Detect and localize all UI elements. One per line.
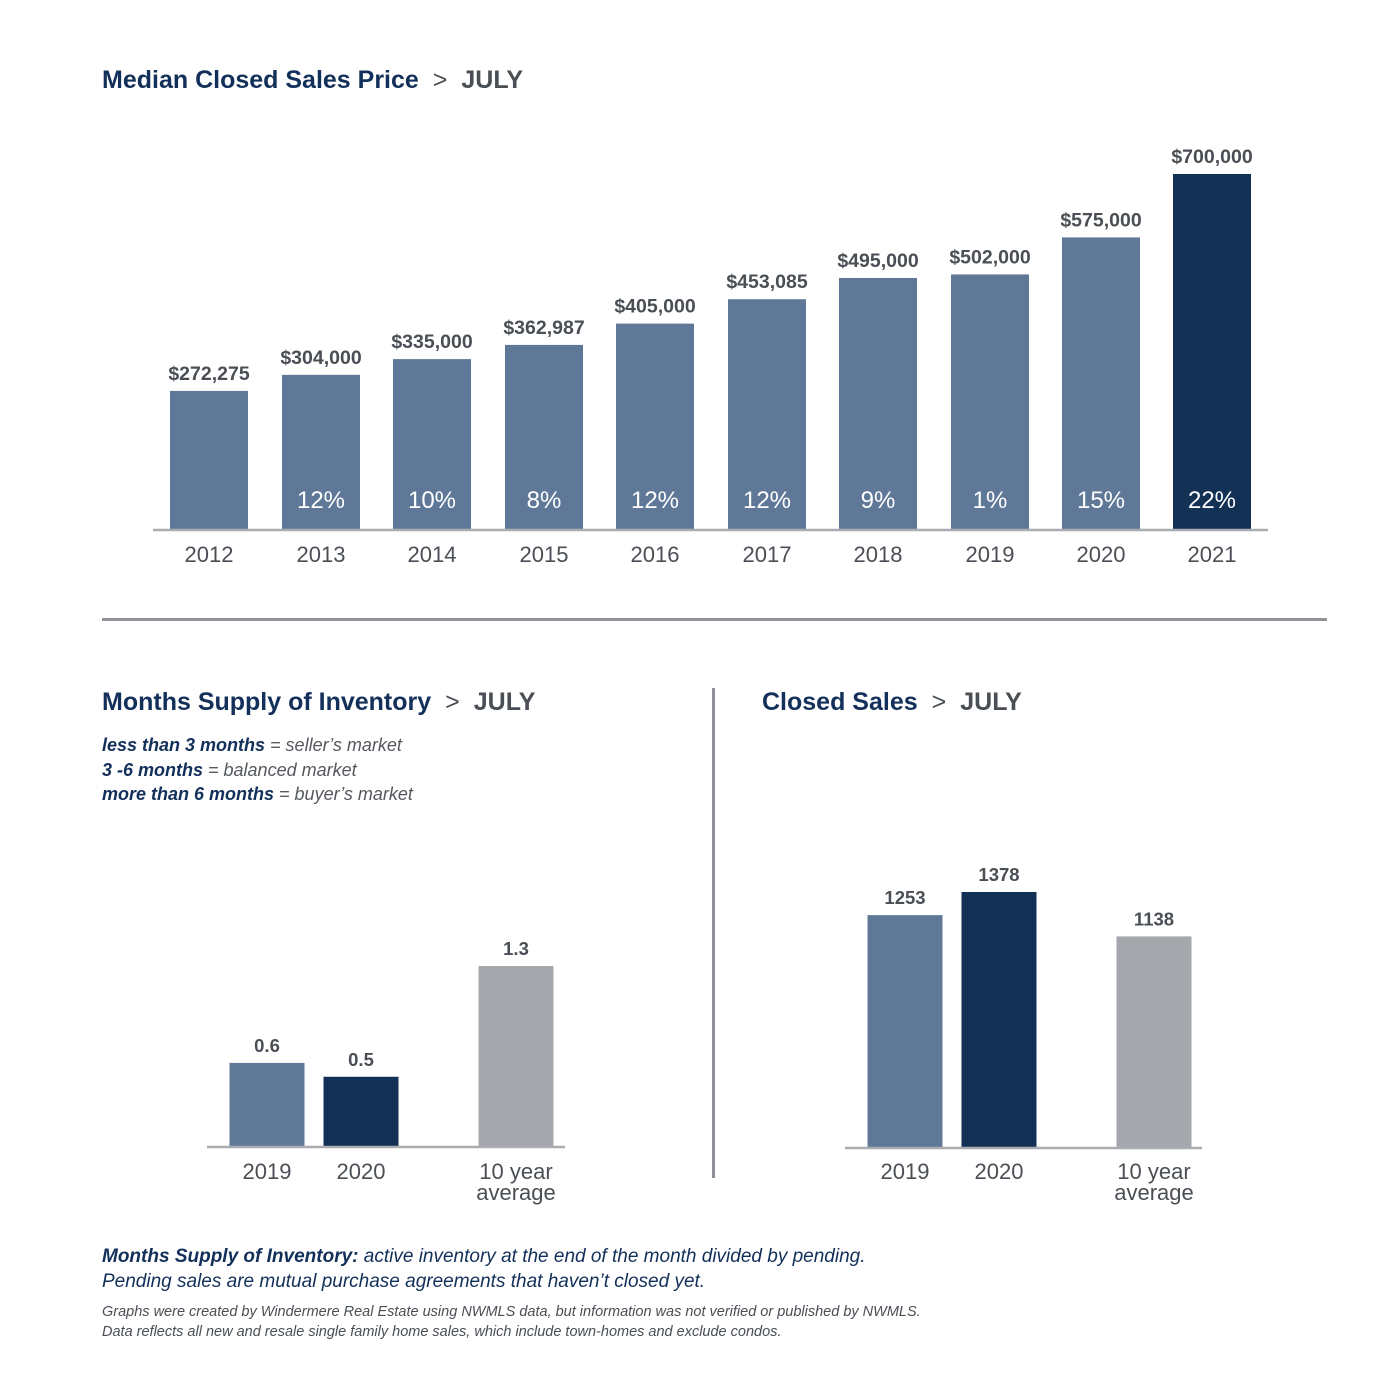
months-supply-title-text: Months Supply of Inventory: [102, 688, 432, 716]
section-divider: [102, 618, 1327, 621]
closed_sales-category-label: 2020: [975, 1159, 1024, 1184]
median_price-category-label: 2017: [743, 542, 792, 567]
months_supply-value-label: 1.3: [503, 938, 529, 959]
months_supply-bar: [323, 1076, 399, 1146]
legend-meaning: = seller’s market: [265, 735, 402, 755]
median_price-bar: [1173, 174, 1251, 529]
median_price-pct-label: 8%: [527, 487, 562, 514]
footnote: Months Supply of Inventory: active inven…: [102, 1244, 866, 1294]
median_price-category-label: 2020: [1077, 542, 1126, 567]
footnote-term: Months Supply of Inventory:: [102, 1246, 359, 1267]
title-separator: >: [432, 66, 448, 94]
median-price-month: JULY: [461, 66, 524, 94]
legend-term: less than 3 months: [102, 735, 266, 755]
legend-term: more than 6 months: [102, 784, 275, 804]
closed_sales-bar: [961, 892, 1037, 1147]
closed_sales-bar: [1116, 936, 1192, 1147]
legend-meaning: = buyer’s market: [274, 784, 413, 804]
median_price-category-label: 2013: [297, 542, 346, 567]
months_supply-category-label: average: [476, 1180, 556, 1205]
footnote-definition: active inventory at the end of the month…: [358, 1246, 866, 1267]
median_price-pct-label: 12%: [631, 487, 679, 514]
median_price-category-label: 2012: [185, 542, 234, 567]
closed_sales-value-label: 1378: [978, 864, 1019, 885]
median_price-category-label: 2021: [1188, 542, 1237, 567]
disclaimer: Graphs were created by Windermere Real E…: [102, 1303, 921, 1342]
median_price-value-label: $362,987: [503, 317, 584, 339]
median_price-value-label: $405,000: [614, 296, 695, 318]
median_price-bar: [282, 374, 360, 529]
legend-term: 3 -6 months: [102, 759, 204, 780]
median_price-pct-label: 9%: [861, 487, 896, 514]
closed_sales-value-label: 1138: [1134, 908, 1174, 929]
median_price-value-label: $304,000: [280, 347, 361, 369]
months_supply-value-label: 0.6: [254, 1035, 280, 1056]
legend-item-sellers: less than 3 months = seller’s market: [102, 733, 413, 758]
median_price-category-label: 2014: [408, 542, 457, 567]
months_supply-value-label: 0.5: [348, 1049, 374, 1070]
median-price-title-text: Median Closed Sales Price: [102, 66, 419, 94]
median_price-bar: [728, 299, 806, 529]
closed_sales-bar: [867, 915, 943, 1147]
median_price-value-label: $453,085: [726, 271, 807, 293]
median_price-bar: [951, 274, 1029, 529]
median_price-category-label: 2018: [854, 542, 903, 567]
median_price-bar: [1062, 237, 1140, 529]
footnote-line-1: Months Supply of Inventory: active inven…: [102, 1244, 866, 1269]
median_price-value-label: $495,000: [837, 250, 918, 272]
title-separator: >: [445, 688, 460, 716]
median_price-category-label: 2019: [966, 542, 1015, 567]
months_supply-category-label: 10 year: [479, 1159, 552, 1184]
market-legend: less than 3 months = seller’s market 3 -…: [102, 733, 413, 807]
median_price-bar: [616, 323, 694, 529]
median_price-value-label: $335,000: [391, 331, 472, 353]
months_supply-category-label: 2019: [243, 1159, 292, 1184]
months-supply-title: Months Supply of Inventory > JULY: [102, 688, 535, 717]
months_supply-bar: [229, 1062, 305, 1146]
closed_sales-value-label: 1253: [884, 887, 925, 908]
legend-item-buyers: more than 6 months = buyer’s market: [102, 782, 413, 807]
median_price-pct-label: 15%: [1077, 487, 1125, 514]
median_price-bar: [505, 344, 583, 529]
median_price-pct-label: 10%: [408, 487, 456, 514]
closed_sales-category-label: 2019: [881, 1159, 930, 1184]
closed_sales-category-label: average: [1114, 1180, 1194, 1205]
footnote-line-2: Pending sales are mutual purchase agreem…: [102, 1271, 706, 1292]
disclaimer-line-1: Graphs were created by Windermere Real E…: [102, 1304, 921, 1320]
median_price-value-label: $502,000: [949, 246, 1030, 268]
median_price-bar: [393, 359, 471, 529]
title-separator: >: [931, 688, 947, 716]
median_price-pct-label: 22%: [1188, 487, 1236, 514]
median_price-pct-label: 12%: [297, 487, 345, 514]
legend-item-balanced: 3 -6 months = balanced market: [102, 758, 413, 783]
median_price-pct-label: 1%: [973, 487, 1008, 514]
median_price-bar: [170, 390, 248, 529]
median_price-category-label: 2016: [631, 542, 680, 567]
median_price-bar: [839, 277, 917, 529]
closed_sales-category-label: 10 year: [1117, 1159, 1190, 1184]
months_supply-category-label: 2020: [337, 1159, 386, 1184]
median_price-pct-label: 12%: [743, 487, 791, 514]
closed-sales-title: Closed Sales > JULY: [762, 688, 1022, 717]
closed-sales-title-text: Closed Sales: [762, 688, 918, 716]
months-supply-month: JULY: [473, 688, 536, 716]
disclaimer-line-2: Data reflects all new and resale single …: [102, 1323, 782, 1340]
median_price-value-label: $272,275: [168, 363, 249, 385]
legend-meaning: = balanced market: [203, 759, 357, 780]
median_price-value-label: $700,000: [1171, 146, 1252, 168]
median_price-value-label: $575,000: [1060, 209, 1141, 231]
median-price-title: Median Closed Sales Price > JULY: [102, 66, 523, 95]
closed-sales-month: JULY: [960, 688, 1022, 716]
median_price-category-label: 2015: [520, 542, 569, 567]
months_supply-bar: [478, 966, 554, 1146]
column-divider: [712, 688, 715, 1178]
